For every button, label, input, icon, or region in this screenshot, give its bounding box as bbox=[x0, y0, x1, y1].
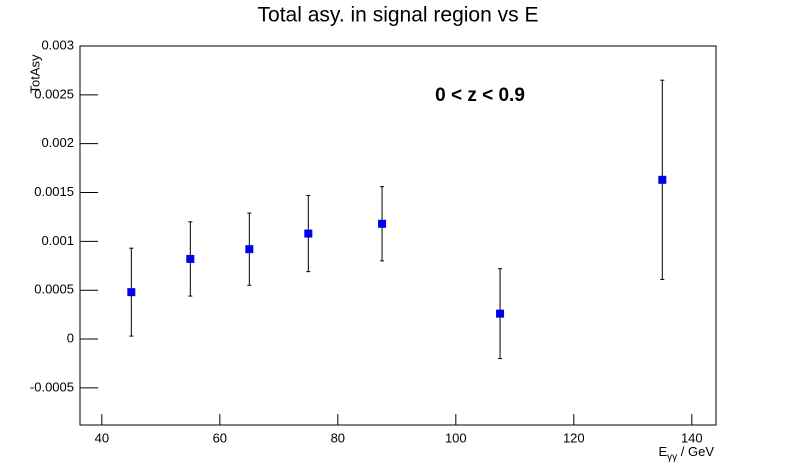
chart-title: Total asy. in signal region vs E bbox=[258, 4, 539, 27]
y-tick-label: 0.0015 bbox=[34, 184, 74, 199]
y-tick-label: 0.003 bbox=[41, 37, 74, 52]
marker bbox=[658, 175, 667, 184]
x-tick-label: 80 bbox=[331, 430, 345, 445]
x-label-main: E bbox=[658, 444, 667, 459]
annotation: 0 < z < 0.9 bbox=[435, 85, 525, 106]
marker bbox=[245, 245, 254, 254]
y-tick-label: 0.0005 bbox=[34, 282, 74, 297]
x-tick-label: 100 bbox=[445, 430, 467, 445]
y-tick-label: -0.0005 bbox=[30, 379, 74, 394]
x-axis-label: Eγγ / GeV bbox=[658, 444, 714, 462]
marker bbox=[496, 309, 505, 318]
x-tick-label: 120 bbox=[563, 430, 585, 445]
marker bbox=[186, 254, 195, 263]
y-tick-label: 0 bbox=[67, 330, 74, 345]
x-tick-label: 140 bbox=[681, 430, 703, 445]
marker bbox=[378, 219, 387, 228]
y-tick-label: 0.002 bbox=[41, 135, 74, 150]
y-axis-label: TotAsy bbox=[27, 54, 42, 94]
marker bbox=[304, 229, 313, 238]
y-tick-label: 0.001 bbox=[41, 233, 74, 248]
x-label-unit: / GeV bbox=[677, 444, 714, 459]
x-label-sub: γγ bbox=[667, 452, 677, 463]
plot-frame bbox=[79, 45, 717, 426]
marker bbox=[127, 288, 136, 297]
x-tick-label: 60 bbox=[213, 430, 227, 445]
y-tick-label: 0.0025 bbox=[34, 86, 74, 101]
x-tick-label: 40 bbox=[95, 430, 109, 445]
